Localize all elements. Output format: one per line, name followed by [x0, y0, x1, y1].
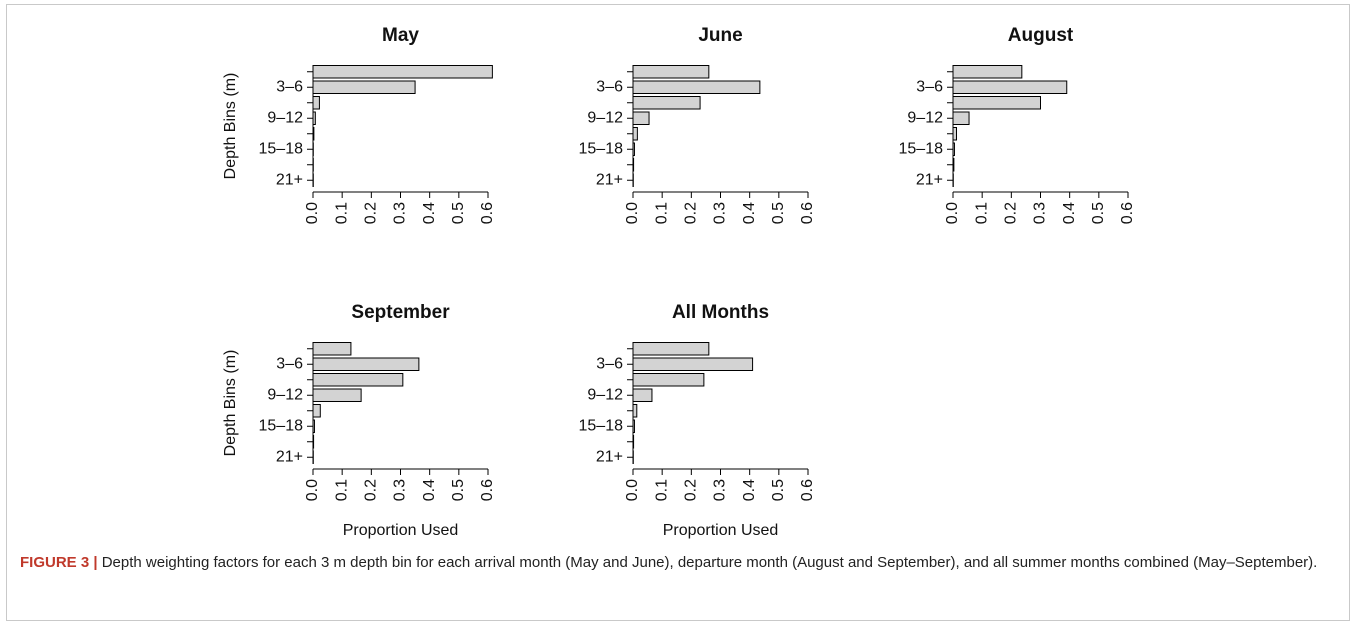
- bar: [312, 80, 416, 94]
- bar: [632, 357, 754, 371]
- x-tick-label: 0.0: [304, 479, 321, 501]
- x-tick-label: 0.4: [421, 479, 438, 501]
- x-tick-label: 0.1: [973, 202, 990, 224]
- y-tick-label: 3–6: [916, 78, 943, 95]
- panel-title: May: [382, 25, 419, 46]
- x-tick-label: 0.2: [683, 202, 700, 224]
- bar: [312, 96, 320, 110]
- x-tick-label: 0.1: [653, 479, 670, 501]
- bar: [312, 373, 404, 387]
- x-tick-label: 0.3: [392, 202, 409, 224]
- y-tick-label: 15–18: [259, 140, 304, 157]
- y-tick-label: 21+: [276, 171, 303, 188]
- bar: [952, 127, 957, 141]
- x-tick-label: 0.4: [741, 202, 758, 224]
- y-tick-label: 9–12: [907, 109, 943, 126]
- bar: [312, 404, 321, 418]
- x-tick-label: 0.3: [712, 202, 729, 224]
- y-tick-label: 21+: [276, 448, 303, 465]
- panel-title: September: [351, 302, 450, 323]
- x-tick-label: 0.0: [304, 202, 321, 224]
- x-tick-label: 0.5: [770, 202, 787, 224]
- x-tick-label: 0.4: [421, 202, 438, 224]
- x-tick-label: 0.6: [479, 479, 496, 501]
- bar: [632, 342, 710, 356]
- bar: [632, 388, 653, 402]
- x-tick-label: 0.4: [1061, 202, 1078, 224]
- bar: [952, 80, 1068, 94]
- x-tick-label: 0.0: [624, 479, 641, 501]
- y-tick-label: 21+: [596, 171, 623, 188]
- x-tick-label: 0.3: [1032, 202, 1049, 224]
- x-tick-label: 0.6: [799, 202, 816, 224]
- x-tick-label: 0.5: [770, 479, 787, 501]
- y-tick-label: 9–12: [587, 386, 623, 403]
- y-tick-label: 15–18: [899, 140, 944, 157]
- caption-label: FIGURE 3 |: [20, 554, 98, 571]
- bar: [632, 96, 701, 110]
- y-axis-label: Depth Bins (m): [222, 73, 239, 180]
- x-axis-label: Proportion Used: [343, 522, 459, 539]
- panel-title: August: [1008, 25, 1074, 46]
- x-tick-label: 0.2: [363, 202, 380, 224]
- bar: [312, 388, 362, 402]
- bar: [632, 127, 638, 141]
- x-tick-label: 0.6: [479, 202, 496, 224]
- x-tick-label: 0.2: [363, 479, 380, 501]
- y-tick-label: 9–12: [267, 386, 303, 403]
- panel-title: June: [698, 25, 742, 46]
- bar: [312, 357, 420, 371]
- y-axis-label: Depth Bins (m): [222, 350, 239, 457]
- y-tick-label: 21+: [916, 171, 943, 188]
- bar: [632, 65, 710, 79]
- x-tick-label: 0.4: [741, 479, 758, 501]
- bar: [632, 404, 638, 418]
- x-tick-label: 0.0: [944, 202, 961, 224]
- x-tick-label: 0.3: [712, 479, 729, 501]
- x-tick-label: 0.3: [392, 479, 409, 501]
- bar: [312, 342, 352, 356]
- y-tick-label: 9–12: [267, 109, 303, 126]
- y-tick-label: 15–18: [259, 417, 304, 434]
- x-tick-label: 0.6: [1119, 202, 1136, 224]
- bar: [632, 373, 705, 387]
- y-tick-label: 3–6: [596, 78, 623, 95]
- bar: [952, 65, 1023, 79]
- x-tick-label: 0.5: [450, 202, 467, 224]
- bar: [632, 111, 650, 125]
- y-tick-label: 3–6: [276, 78, 303, 95]
- bar: [952, 111, 970, 125]
- x-tick-label: 0.6: [799, 479, 816, 501]
- figure-frame: [6, 4, 1350, 621]
- y-tick-label: 21+: [596, 448, 623, 465]
- y-tick-label: 3–6: [276, 355, 303, 372]
- bar: [632, 80, 761, 94]
- bar: [312, 65, 493, 79]
- x-tick-label: 0.0: [624, 202, 641, 224]
- y-tick-label: 3–6: [596, 355, 623, 372]
- x-tick-label: 0.1: [653, 202, 670, 224]
- caption: FIGURE 3 | Depth weighting factors for e…: [20, 552, 1330, 574]
- x-tick-label: 0.1: [333, 202, 350, 224]
- x-tick-label: 0.2: [683, 479, 700, 501]
- y-tick-label: 15–18: [579, 417, 624, 434]
- x-tick-label: 0.2: [1003, 202, 1020, 224]
- y-tick-label: 15–18: [579, 140, 624, 157]
- panel-title: All Months: [672, 302, 769, 323]
- y-tick-label: 9–12: [587, 109, 623, 126]
- x-tick-label: 0.5: [1090, 202, 1107, 224]
- bar: [952, 96, 1041, 110]
- x-tick-label: 0.1: [333, 479, 350, 501]
- x-tick-label: 0.5: [450, 479, 467, 501]
- x-axis-label: Proportion Used: [663, 522, 779, 539]
- caption-text: Depth weighting factors for each 3 m dep…: [97, 554, 1318, 571]
